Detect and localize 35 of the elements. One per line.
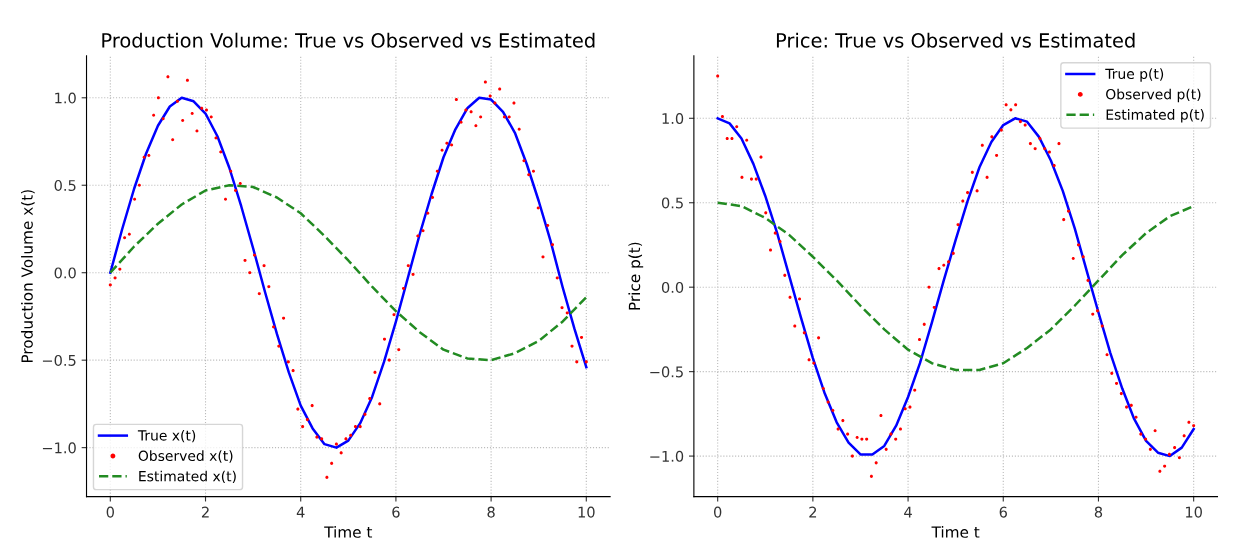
x-tick-label: 10 (1185, 506, 1202, 518)
x-axis-title: Time t (931, 526, 980, 538)
y-tick-label: 0.5 (54, 179, 76, 191)
y-axis-title: Price p(t) (628, 242, 644, 310)
legend-label: True x(t) (137, 429, 196, 443)
x-tick-label: 8 (487, 506, 495, 518)
x-tick-label: 10 (578, 506, 595, 518)
x-tick-label: 2 (809, 506, 817, 518)
y-tick-label: −1.0 (650, 450, 684, 462)
legend-label: True p(t) (1105, 68, 1164, 82)
line-series (109, 184, 588, 362)
chart-title: Price: True vs Observed vs Estimated (776, 32, 1135, 48)
legend-label: Observed x(t) (138, 450, 233, 463)
y-tick-label: 0.5 (661, 197, 683, 209)
y-tick-label: −0.5 (42, 354, 76, 366)
y-tick-label: 0.0 (661, 281, 684, 293)
chart-title: Production Volume: True vs Observed vs Estimated (102, 32, 595, 48)
y-tick-label: 1.0 (55, 92, 76, 104)
x-tick-label: 8 (1094, 506, 1103, 518)
y-tick-label: −0.5 (650, 366, 683, 378)
legend-label: Observed p(t) (1106, 88, 1201, 103)
legend-label: Estimated x(t) (139, 470, 236, 484)
x-tick-label: 4 (904, 506, 912, 518)
legend-label: Estimated p(t) (1106, 109, 1204, 123)
x-tick-label: 4 (296, 506, 305, 518)
x-axis-title: Time t (324, 526, 373, 538)
x-tick-label: 2 (201, 506, 209, 518)
x-tick-label: 6 (392, 506, 400, 518)
x-tick-label: 0 (714, 506, 722, 518)
x-tick-label: 0 (106, 506, 114, 518)
y-tick-label: −1.0 (42, 442, 76, 454)
x-tick-label: 6 (999, 506, 1007, 518)
y-axis-title: Production Volume x(t) (21, 190, 35, 363)
y-tick-label: 1.0 (662, 113, 684, 125)
y-tick-label: 0.0 (54, 267, 76, 279)
